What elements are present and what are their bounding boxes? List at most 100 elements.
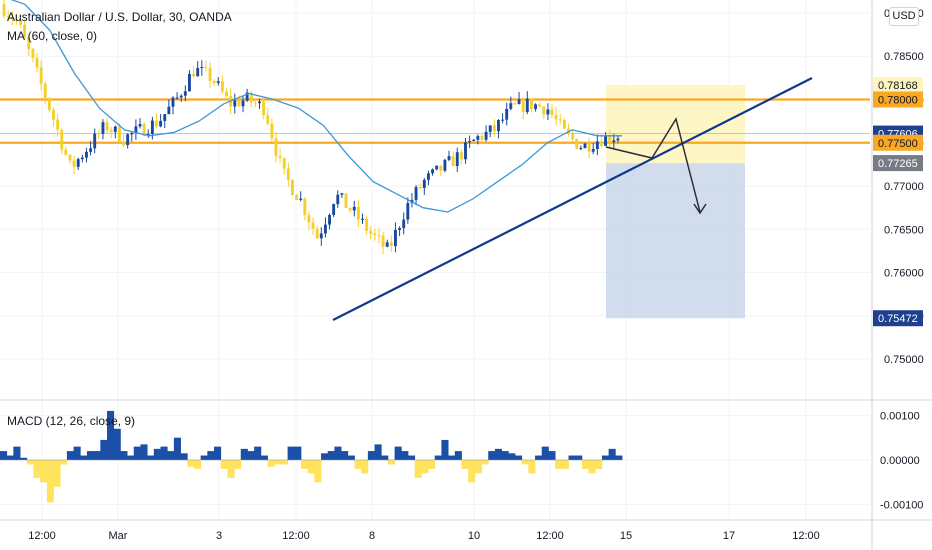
candle-body (80, 157, 84, 160)
candle-body (274, 138, 278, 156)
macd-bar (461, 460, 469, 469)
macd-bar (80, 455, 88, 460)
ma-indicator-label[interactable]: MA (60, close, 0) (7, 29, 98, 43)
macd-bar (113, 428, 121, 460)
candle-body (554, 114, 558, 120)
candle-body (389, 242, 393, 247)
macd-bar (26, 460, 34, 465)
price-label: 0.78000 (878, 95, 918, 107)
macd-bar (107, 410, 115, 460)
macd-bar (180, 453, 188, 460)
moving-average (10, 0, 622, 213)
macd-bar (521, 460, 529, 465)
currency-button[interactable]: USD (889, 7, 919, 26)
x-tick-label: 8 (369, 530, 375, 542)
candle-body (365, 218, 369, 231)
y-tick-label: 0.76500 (884, 224, 924, 236)
candle-body (612, 140, 616, 143)
macd-bar (434, 455, 442, 460)
candle-body (492, 125, 496, 132)
x-tick-label: Mar (109, 530, 128, 542)
macd-bar (595, 460, 603, 469)
candle-body (105, 122, 109, 131)
candle-body (43, 83, 47, 99)
candle-body (369, 230, 373, 234)
macd-bar (307, 460, 315, 474)
macd-bar (0, 451, 8, 460)
candle-body (604, 135, 608, 146)
candle-body (159, 120, 163, 127)
candle-body (282, 157, 286, 169)
macd-bar (414, 460, 422, 478)
macd-bar (454, 451, 462, 460)
macd-bar (86, 451, 95, 460)
trendline (332, 77, 813, 321)
price-label: 0.75472 (878, 313, 918, 325)
macd-bar (167, 451, 175, 460)
candle-body (208, 67, 212, 81)
candle-body (484, 131, 488, 140)
candle-body (270, 123, 274, 139)
candle-body (286, 168, 290, 181)
x-tick-label: 17 (723, 530, 735, 542)
macd-bar (541, 446, 549, 460)
macd-bar (193, 460, 202, 469)
macd-bar (60, 460, 68, 465)
candle-body (200, 66, 204, 69)
macd-bar (46, 460, 54, 503)
macd-bar (321, 453, 329, 460)
candle-body (122, 141, 125, 146)
candle-body (31, 48, 35, 59)
macd-bar (468, 460, 476, 483)
macd-bar (314, 460, 322, 483)
candle-body (591, 148, 595, 152)
candle-body (356, 206, 360, 220)
candle-body (262, 101, 266, 115)
candle-body (291, 180, 294, 195)
position-zones (606, 84, 745, 319)
candle-body (468, 141, 472, 143)
target-zone (606, 163, 745, 319)
candle-body (171, 97, 175, 107)
candle-body (616, 138, 620, 141)
x-tick-label: 12:00 (792, 530, 820, 542)
macd-bar (474, 460, 482, 474)
ma-line (10, 0, 622, 213)
macd-bar (267, 460, 275, 467)
candle-body (455, 152, 459, 167)
candle-body (220, 81, 224, 92)
macd-bar (160, 446, 168, 460)
macd-bar (280, 460, 288, 465)
candle-body (435, 165, 439, 170)
macd-bar (561, 460, 569, 469)
y-tick-label: 0.76000 (884, 268, 924, 280)
candle-body (451, 156, 455, 167)
candle-body (414, 187, 418, 200)
candle-body (340, 193, 344, 195)
candle-body (377, 235, 381, 237)
macd-bar (334, 446, 342, 460)
candle-body (109, 130, 113, 132)
candle-body (85, 151, 88, 158)
macd-bar (53, 460, 61, 487)
macd-tick-label: -0.00100 (880, 500, 923, 512)
candle-body (233, 100, 237, 107)
candle-body (509, 103, 513, 109)
candle-body (567, 128, 570, 134)
projection-path (605, 117, 701, 213)
candle-body (212, 80, 216, 83)
macd-tick-label: 0.00000 (880, 455, 920, 467)
chart-title[interactable]: Australian Dollar / U.S. Dollar, 30, OAN… (7, 10, 232, 24)
candle-body (258, 101, 261, 104)
macd-bar (33, 460, 41, 478)
candle-body (130, 132, 134, 135)
candle-body (163, 114, 167, 121)
macd-bar (294, 446, 302, 460)
candle-body (179, 95, 183, 98)
candle-body (76, 159, 80, 167)
macd-bar (254, 446, 262, 460)
drawings (332, 77, 813, 321)
candle-body (447, 156, 451, 160)
macd-indicator-label[interactable]: MACD (12, 26, close, 9) (7, 414, 136, 428)
